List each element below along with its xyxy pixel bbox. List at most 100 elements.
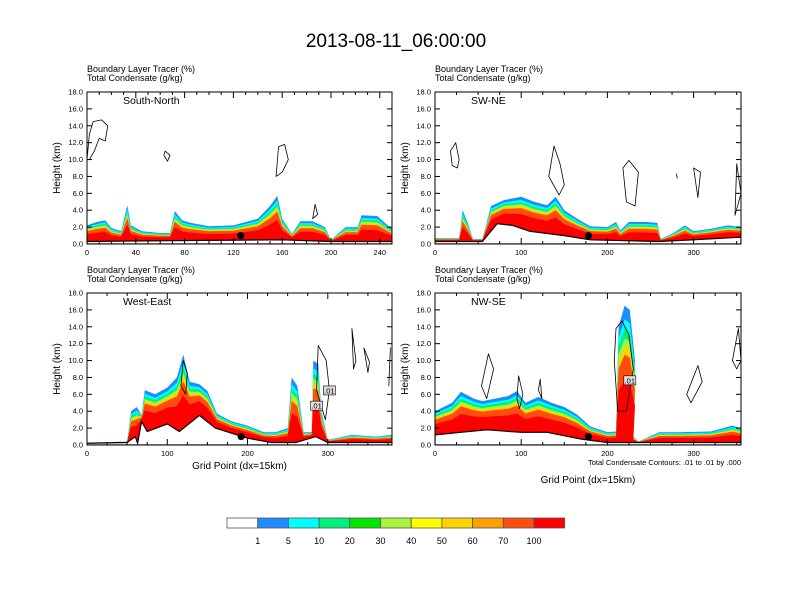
y-tick-label: 8.0 [421, 373, 431, 382]
subtitle-tracer: Boundary Layer Tracer (%) [435, 265, 543, 275]
condensate-contour [450, 142, 460, 169]
x-tick-label: 160 [276, 248, 289, 257]
y-tick-label: 10.0 [416, 356, 431, 365]
contour-label: .01 [311, 402, 321, 411]
y-tick-label: 2.0 [73, 223, 83, 232]
plot-area: .01.01 [87, 328, 392, 445]
y-tick-label: 4.0 [421, 407, 431, 416]
y-tick-label: 8.0 [421, 172, 431, 181]
x-tick-label: 200 [601, 449, 614, 458]
colorbar-label: 40 [406, 536, 416, 546]
x-tick-label: 0 [433, 248, 437, 257]
plot-area [87, 119, 392, 244]
x-tick-label: 0 [433, 449, 437, 458]
y-tick-label: 2.0 [73, 424, 83, 433]
colorbar-label: 100 [526, 536, 541, 546]
condensate-contour [180, 360, 188, 395]
colorbar-label: 1 [255, 536, 260, 546]
panel-sw-ne: Boundary Layer Tracer (%)Total Condensat… [400, 64, 742, 257]
y-tick-label: 14.0 [68, 121, 83, 130]
colorbar-swatch [410, 517, 443, 529]
condensate-contour [481, 353, 494, 399]
condensate-contour [516, 375, 524, 410]
colorbar-swatch [257, 517, 289, 529]
condensate-contour [388, 347, 391, 387]
condensate-contour [538, 378, 543, 399]
plot-frame [434, 91, 742, 245]
subtitle-condensate: Total Condensate (g/kg) [435, 274, 531, 284]
x-tick-label: 0 [85, 248, 89, 257]
y-tick-label: 0.0 [421, 441, 431, 450]
colorbar-label: 10 [314, 536, 324, 546]
site-marker [237, 231, 245, 240]
y-tick-label: 6.0 [421, 390, 431, 399]
panel-name: West-East [123, 296, 171, 308]
plot-frame [86, 91, 393, 245]
x-tick-label: 200 [241, 449, 254, 458]
subtitle-condensate: Total Condensate (g/kg) [87, 274, 183, 284]
y-tick-label: 12.0 [68, 339, 83, 348]
site-marker [584, 432, 593, 441]
site-marker [237, 432, 245, 441]
colorbar-label: 70 [498, 536, 508, 546]
x-tick-label: 200 [601, 248, 614, 257]
contour-footnote: Total Condensate Contours: .01 to .01 by… [588, 458, 741, 467]
condensate-contour [622, 160, 639, 207]
subtitle-tracer: Boundary Layer Tracer (%) [87, 265, 195, 275]
x-tick-label: 240 [374, 248, 387, 257]
x-tick-label: 0 [85, 449, 89, 458]
plot-area [435, 142, 741, 244]
y-axis-label: Height (km) [400, 142, 411, 194]
y-tick-label: 14.0 [416, 322, 431, 331]
y-tick-label: 4.0 [421, 206, 431, 215]
condensate-contour [163, 150, 171, 162]
colorbar-swatch [441, 517, 473, 529]
y-tick-label: 0.0 [73, 441, 83, 450]
y-axis-label: Height (km) [52, 142, 63, 194]
colorbar-swatch [502, 517, 535, 529]
y-tick-label: 10.0 [68, 356, 83, 365]
colorbar-swatch [226, 517, 259, 529]
subtitle-condensate: Total Condensate (g/kg) [435, 73, 531, 83]
panel-south-north: Boundary Layer Tracer (%)Total Condensat… [52, 64, 393, 257]
subtitle-condensate: Total Condensate (g/kg) [87, 73, 183, 83]
contour-label-box [623, 375, 637, 386]
contour-label-box [310, 400, 323, 411]
colorbar-swatch [318, 517, 351, 529]
condensate-contour [734, 163, 741, 216]
y-axis-label: Height (km) [400, 343, 411, 395]
y-tick-label: 12.0 [416, 339, 431, 348]
colorbar-swatch [533, 517, 566, 529]
contour-label: .01 [324, 386, 334, 395]
y-tick-label: 0.0 [421, 240, 431, 249]
y-tick-label: 16.0 [68, 104, 83, 113]
x-tick-label: 200 [325, 248, 338, 257]
condensate-contour [613, 320, 634, 412]
plot-frame [86, 292, 393, 446]
x-tick-label: 120 [227, 248, 240, 257]
colorbar-swatch [349, 517, 381, 529]
condensate-contour [732, 328, 741, 370]
panel-name: SW-NE [471, 95, 506, 107]
y-tick-label: 8.0 [73, 172, 83, 181]
y-tick-label: 2.0 [421, 424, 431, 433]
y-tick-label: 2.0 [421, 223, 431, 232]
colorbar: 1 5 10 20 30 40 50 60 70 100 [226, 517, 566, 546]
condensate-contour [275, 144, 289, 177]
contour-label-box [323, 385, 336, 396]
terrain [87, 239, 392, 244]
figure-title: 2013-08-11_06:00:00 [305, 31, 487, 52]
condensate-contour [686, 365, 703, 404]
y-tick-label: 8.0 [73, 373, 83, 382]
y-tick-label: 4.0 [73, 206, 83, 215]
panel-name: NW-SE [471, 296, 506, 308]
x-tick-label: 100 [161, 449, 174, 458]
tracer-band-6 [87, 220, 392, 244]
colorbar-swatch [287, 517, 320, 529]
y-tick-label: 6.0 [73, 390, 83, 399]
colorbar-label: 50 [437, 536, 447, 546]
y-tick-label: 18.0 [68, 88, 83, 97]
y-tick-label: 4.0 [73, 407, 83, 416]
x-axis-label: Grid Point (dx=15km) [541, 475, 636, 486]
